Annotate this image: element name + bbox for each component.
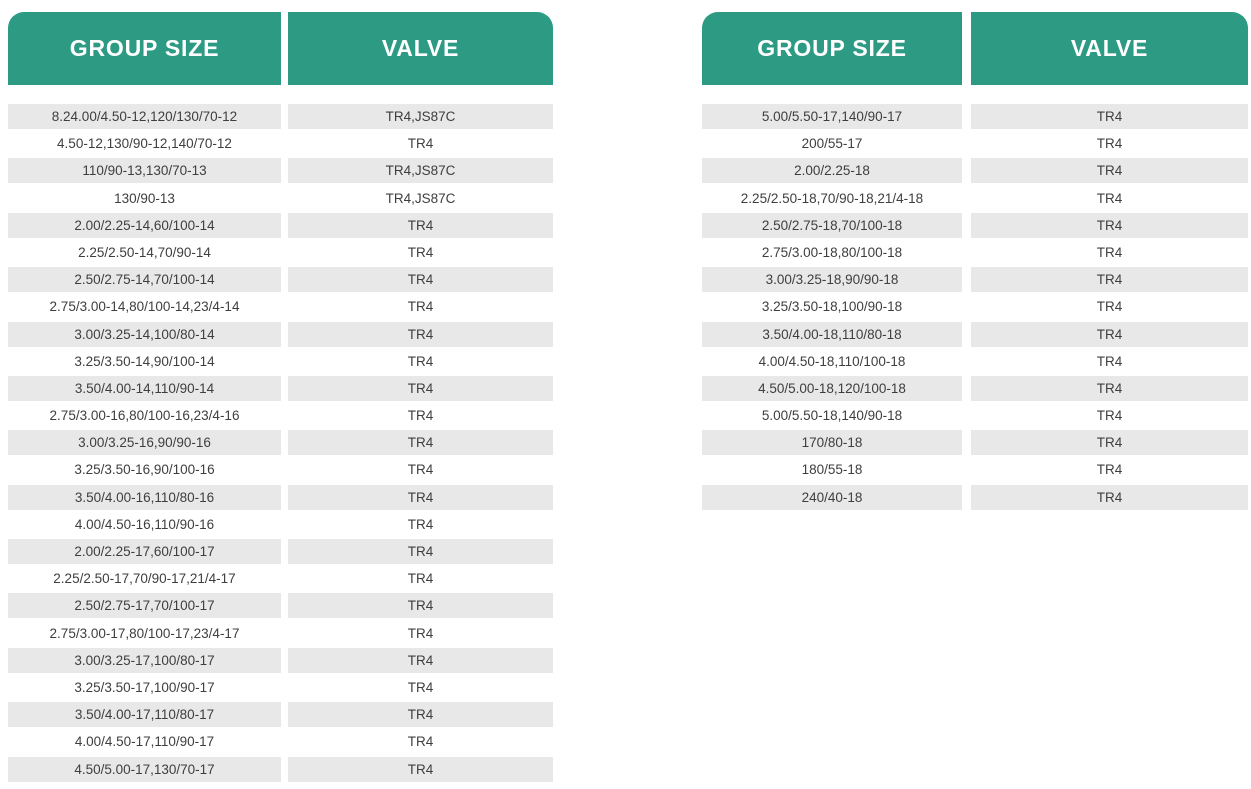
group-size-header: GROUP SIZE	[8, 12, 281, 85]
group-size-rows: 8.24.00/4.50-12,120/130/70-12 4.50-12,130…	[8, 104, 281, 784]
table-row-cell: 4.00/4.50-16,110/90-16	[8, 511, 281, 537]
tables-wrap: GROUP SIZE 8.24.00/4.50-12,120/130/70-12…	[8, 12, 1248, 784]
table-row-cell: TR4	[288, 403, 553, 429]
group-size-rows: 5.00/5.50-17,140/90-17 200/55-17 2.00/2.25…	[702, 104, 962, 512]
table-row-cell: 3.25/3.50-16,90/100-16	[8, 457, 281, 483]
table-row-cell: 2.00/2.25-18	[702, 158, 962, 184]
table-row-cell: 3.50/4.00-17,110/80-17	[8, 702, 281, 728]
table-row-cell: TR4	[971, 457, 1248, 483]
table-row-cell: 3.00/3.25-16,90/90-16	[8, 430, 281, 456]
valve-rows: TR4,JS87C TR4 TR4,JS87C TR4,JS87C TR4 TR4 TR4 T…	[288, 104, 553, 784]
table-row-cell: TR4	[288, 566, 553, 592]
table-row-cell: 200/55-17	[702, 131, 962, 157]
table-row-cell: TR4	[971, 403, 1248, 429]
table-row-cell: 2.50/2.75-14,70/100-14	[8, 267, 281, 293]
table-row-cell: TR4	[971, 484, 1248, 510]
table-row-cell: 4.00/4.50-17,110/90-17	[8, 729, 281, 755]
table-row-cell: TR4,JS87C	[288, 158, 553, 184]
table-row-cell: TR4	[288, 267, 553, 293]
group-size-header: GROUP SIZE	[702, 12, 962, 85]
tire-valve-table-right: GROUP SIZE 5.00/5.50-17,140/90-17 200/55-…	[702, 12, 1248, 784]
table-row-cell: TR4	[971, 294, 1248, 320]
table-row-cell: TR4	[288, 239, 553, 265]
table-row-cell: TR4	[288, 375, 553, 401]
table-row-cell: 180/55-18	[702, 457, 962, 483]
table-row-cell: TR4	[971, 348, 1248, 374]
table-row-cell: 110/90-13,130/70-13	[8, 158, 281, 184]
table-row-cell: 2.50/2.75-17,70/100-17	[8, 593, 281, 619]
table-row-cell: TR4	[971, 212, 1248, 238]
table-row-cell: 5.00/5.50-18,140/90-18	[702, 403, 962, 429]
table-row-cell: 3.50/4.00-16,110/80-16	[8, 484, 281, 510]
table-row-cell: 4.50-12,130/90-12,140/70-12	[8, 131, 281, 157]
table-row-cell: TR4	[971, 104, 1248, 129]
table-row-cell: 4.50/5.00-18,120/100-18	[702, 375, 962, 401]
table-row-cell: TR4	[971, 185, 1248, 211]
table-row-cell: TR4	[288, 539, 553, 564]
table-row-cell: TR4	[288, 620, 553, 646]
table-row-cell: 3.25/3.50-14,90/100-14	[8, 348, 281, 374]
table-row-cell: TR4	[288, 756, 553, 782]
table-row-cell: 3.50/4.00-14,110/90-14	[8, 375, 281, 401]
table-row-cell: TR4	[971, 321, 1248, 347]
table-row-cell: 3.00/3.25-14,100/80-14	[8, 321, 281, 347]
table-row-cell: 240/40-18	[702, 484, 962, 510]
table-row-cell: TR4	[288, 212, 553, 238]
table-row-cell: 4.50/5.00-17,130/70-17	[8, 756, 281, 782]
table-row-cell: TR4	[288, 457, 553, 483]
table-row-cell: TR4	[971, 375, 1248, 401]
table-row-cell: TR4	[971, 158, 1248, 184]
tire-valve-table-left: GROUP SIZE 8.24.00/4.50-12,120/130/70-12…	[8, 12, 553, 784]
table-row-cell: TR4	[288, 593, 553, 619]
table-row-cell: 4.00/4.50-18,110/100-18	[702, 348, 962, 374]
table-row-cell: 3.00/3.25-18,90/90-18	[702, 267, 962, 293]
table-row-cell: TR4	[971, 239, 1248, 265]
table-row-cell: 5.00/5.50-17,140/90-17	[702, 104, 962, 129]
table-row-cell: 3.25/3.50-18,100/90-18	[702, 294, 962, 320]
table-row-cell: TR4	[288, 702, 553, 728]
table-row-cell: TR4	[288, 729, 553, 755]
table-row-cell: TR4	[288, 511, 553, 537]
table-row-cell: TR4	[288, 294, 553, 320]
valve-rows: TR4 TR4 TR4 TR4 TR4 TR4 TR4 TR4 TR4 TR4 TR4 TR4 TR4 T…	[971, 104, 1248, 512]
table-row-cell: TR4	[288, 484, 553, 510]
table-row-cell: TR4,JS87C	[288, 185, 553, 211]
table-row-cell: TR4	[288, 430, 553, 456]
table-row-cell: TR4,JS87C	[288, 104, 553, 129]
group-size-column: GROUP SIZE 8.24.00/4.50-12,120/130/70-12…	[8, 12, 281, 784]
table-row-cell: 3.50/4.00-18,110/80-18	[702, 321, 962, 347]
valve-column: VALVE TR4 TR4 TR4 TR4 TR4 TR4 TR4 TR4 TR4 TR4 TR4 T…	[971, 12, 1248, 512]
table-row-cell: 2.00/2.25-17,60/100-17	[8, 539, 281, 564]
table-row-cell: 2.25/2.50-18,70/90-18,21/4-18	[702, 185, 962, 211]
table-row-cell: 2.25/2.50-14,70/90-14	[8, 239, 281, 265]
valve-column: VALVE TR4,JS87C TR4 TR4,JS87C TR4,JS87C TR4 T…	[288, 12, 553, 784]
table-row-cell: 2.50/2.75-18,70/100-18	[702, 212, 962, 238]
table-row-cell: TR4	[288, 647, 553, 673]
table-row-cell: 2.75/3.00-17,80/100-17,23/4-17	[8, 620, 281, 646]
table-row-cell: 3.25/3.50-17,100/90-17	[8, 674, 281, 700]
table-row-cell: 2.25/2.50-17,70/90-17,21/4-17	[8, 566, 281, 592]
table-row-cell: TR4	[971, 430, 1248, 456]
valve-header: VALVE	[288, 12, 553, 85]
valve-header: VALVE	[971, 12, 1248, 85]
table-row-cell: 2.00/2.25-14,60/100-14	[8, 212, 281, 238]
table-row-cell: TR4	[288, 674, 553, 700]
table-row-cell: 2.75/3.00-16,80/100-16,23/4-16	[8, 403, 281, 429]
table-row-cell: TR4	[971, 267, 1248, 293]
table-row-cell: 130/90-13	[8, 185, 281, 211]
table-row-cell: TR4	[971, 131, 1248, 157]
table-row-cell: 3.00/3.25-17,100/80-17	[8, 647, 281, 673]
table-row-cell: 2.75/3.00-18,80/100-18	[702, 239, 962, 265]
table-row-cell: TR4	[288, 131, 553, 157]
table-row-cell: TR4	[288, 348, 553, 374]
table-row-cell: 2.75/3.00-14,80/100-14,23/4-14	[8, 294, 281, 320]
table-row-cell: 8.24.00/4.50-12,120/130/70-12	[8, 104, 281, 129]
group-size-column: GROUP SIZE 5.00/5.50-17,140/90-17 200/55-…	[702, 12, 962, 512]
table-row-cell: TR4	[288, 321, 553, 347]
table-row-cell: 170/80-18	[702, 430, 962, 456]
